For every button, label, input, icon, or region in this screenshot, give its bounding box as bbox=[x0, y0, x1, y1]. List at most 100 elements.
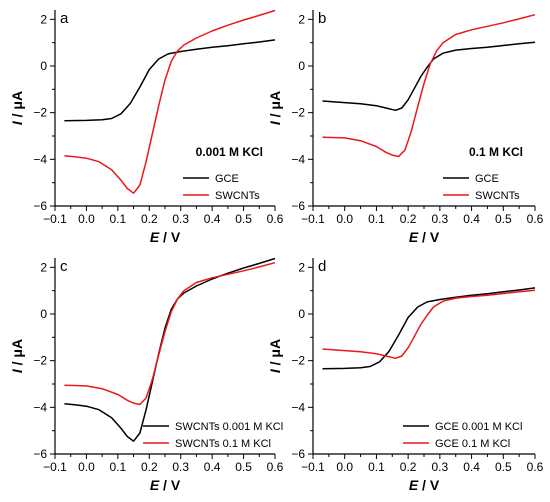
y-tick-label: 0 bbox=[298, 59, 305, 73]
x-tick-label: 0.5 bbox=[495, 212, 512, 226]
y-tick-label: 2 bbox=[298, 260, 305, 274]
x-axis-separator: / bbox=[159, 477, 171, 493]
legend: GCE SWCNTs bbox=[443, 173, 520, 202]
series-line-0 bbox=[322, 287, 536, 370]
x-tick-label: −0.1 bbox=[301, 460, 325, 474]
x-axis-variable: E bbox=[150, 477, 160, 493]
panel-a: −0.1 0.0 0.1 0.2 0.3 0.4 0.5 0.6 −6 −4 −2 0 2 E / V I … bbox=[9, 9, 284, 245]
y-tick-label: 0 bbox=[40, 59, 47, 73]
x-tick-label: 0.0 bbox=[336, 212, 353, 226]
y-tick-label: −2 bbox=[33, 106, 47, 120]
x-axis-variable: E bbox=[409, 229, 419, 245]
series-line-1 bbox=[322, 13, 536, 158]
x-tick-label: 0.5 bbox=[495, 460, 512, 474]
x-tick-label: 0.0 bbox=[78, 212, 95, 226]
x-tick-label: 0.2 bbox=[141, 212, 158, 226]
x-tick-label: 0.5 bbox=[235, 212, 252, 226]
y-axis-unit: μA bbox=[9, 339, 25, 358]
x-tick-label: 0.6 bbox=[267, 212, 284, 226]
y-axis-label: I / μA bbox=[267, 91, 283, 125]
legend-label: SWCNTs 0.1 M KCl bbox=[175, 438, 271, 450]
series-line-1 bbox=[64, 9, 276, 194]
series-line-1 bbox=[64, 261, 276, 406]
x-tick-label: 0.3 bbox=[172, 212, 189, 226]
y-tick-label: −2 bbox=[291, 106, 305, 120]
y-axis-label: I / μA bbox=[9, 339, 25, 373]
panel-c: −0.1 0.0 0.1 0.2 0.3 0.4 0.5 0.6 −6 −4 −2 0 2 E / V I … bbox=[9, 257, 284, 493]
y-axis-variable: I bbox=[9, 368, 25, 373]
series-line-0 bbox=[64, 39, 276, 122]
x-axis-separator: / bbox=[418, 477, 430, 493]
x-tick-label: 0.3 bbox=[432, 460, 449, 474]
legend: GCE SWCNTs bbox=[183, 173, 260, 202]
legend: SWCNTs 0.001 M KCl SWCNTs 0.1 M KCl bbox=[143, 421, 283, 450]
x-tick-label: 0.2 bbox=[400, 460, 417, 474]
x-tick-label: 0.2 bbox=[141, 460, 158, 474]
x-tick-label: 0.2 bbox=[400, 212, 417, 226]
x-tick-label: −0.1 bbox=[43, 460, 67, 474]
panel-b: −0.1 0.0 0.1 0.2 0.3 0.4 0.5 0.6 −6 −4 −2 0 2 E / V I … bbox=[267, 10, 544, 245]
x-tick-label: 0.1 bbox=[368, 212, 385, 226]
x-axis-unit: V bbox=[430, 229, 440, 245]
panel-label: b bbox=[318, 10, 326, 27]
x-tick-label: 0.0 bbox=[78, 460, 95, 474]
legend-label: GCE bbox=[215, 173, 239, 185]
y-axis-separator: / bbox=[9, 358, 25, 370]
y-axis-variable: I bbox=[267, 120, 283, 125]
x-axis-label: E / V bbox=[150, 477, 181, 493]
x-tick-label: 0.6 bbox=[267, 460, 284, 474]
y-axis-unit: μA bbox=[9, 91, 25, 110]
x-tick-label: −0.1 bbox=[301, 212, 325, 226]
x-tick-label: 0.6 bbox=[527, 460, 544, 474]
x-axis-separator: / bbox=[418, 229, 430, 245]
y-tick-label: 2 bbox=[40, 12, 47, 26]
x-axis-separator: / bbox=[159, 229, 171, 245]
y-tick-label: −4 bbox=[33, 152, 47, 166]
legend-label: SWCNTs 0.001 M KCl bbox=[175, 421, 283, 433]
y-tick-label: −6 bbox=[33, 199, 47, 213]
x-axis-variable: E bbox=[409, 477, 419, 493]
y-tick-label: −4 bbox=[291, 400, 305, 414]
legend-label: GCE 0.001 M KCl bbox=[435, 421, 522, 433]
y-axis-separator: / bbox=[9, 110, 25, 122]
y-tick-label: −2 bbox=[33, 354, 47, 368]
x-axis-label: E / V bbox=[150, 229, 181, 245]
y-tick-label: −6 bbox=[291, 199, 305, 213]
y-axis-variable: I bbox=[9, 120, 25, 125]
x-tick-label: 0.1 bbox=[368, 460, 385, 474]
x-axis-unit: V bbox=[430, 477, 440, 493]
y-tick-label: −4 bbox=[291, 152, 305, 166]
panel-label: d bbox=[318, 258, 326, 275]
x-axis-unit: V bbox=[171, 229, 181, 245]
y-tick-label: 0 bbox=[298, 307, 305, 321]
y-axis-unit: μA bbox=[267, 91, 283, 110]
x-tick-label: 0.3 bbox=[172, 460, 189, 474]
panel-label: a bbox=[60, 10, 69, 27]
panel-label: c bbox=[60, 258, 68, 275]
legend-label: GCE bbox=[475, 173, 499, 185]
series-line-0 bbox=[64, 257, 276, 442]
series-line-1 bbox=[322, 289, 536, 360]
x-axis-label: E / V bbox=[409, 229, 440, 245]
x-tick-label: 0.1 bbox=[110, 460, 127, 474]
x-tick-label: 0.4 bbox=[204, 460, 221, 474]
y-tick-label: −6 bbox=[291, 447, 305, 461]
panel-d: −0.1 0.0 0.1 0.2 0.3 0.4 0.5 0.6 −6 −4 −2 0 2 E / V I … bbox=[267, 258, 544, 493]
x-tick-label: 0.3 bbox=[432, 212, 449, 226]
x-tick-label: −0.1 bbox=[43, 212, 67, 226]
y-axis-separator: / bbox=[267, 110, 283, 122]
legend-label: GCE 0.1 M KCl bbox=[435, 438, 510, 450]
x-tick-label: 0.1 bbox=[110, 212, 127, 226]
x-axis-variable: E bbox=[150, 229, 160, 245]
y-tick-label: 2 bbox=[40, 260, 47, 274]
y-axis-label: I / μA bbox=[9, 91, 25, 125]
annotation-label: 0.1 M KCl bbox=[469, 145, 523, 159]
x-tick-label: 0.4 bbox=[463, 460, 480, 474]
legend-label: SWCNTs bbox=[475, 190, 520, 202]
x-tick-label: 0.4 bbox=[204, 212, 221, 226]
y-axis-unit: μA bbox=[267, 339, 283, 358]
x-tick-label: 0.4 bbox=[463, 212, 480, 226]
y-tick-label: −2 bbox=[291, 354, 305, 368]
y-tick-label: 2 bbox=[298, 12, 305, 26]
